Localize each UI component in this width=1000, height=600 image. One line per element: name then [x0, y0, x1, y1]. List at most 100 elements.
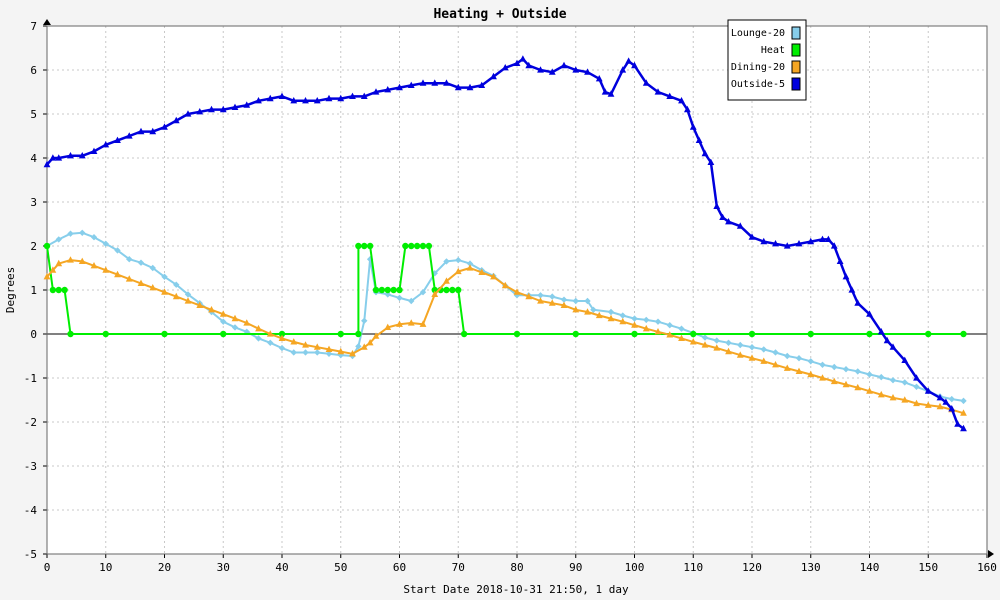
data-point: [184, 297, 192, 304]
legend-label: Lounge-20: [731, 28, 785, 39]
data-point: [866, 330, 873, 338]
data-point: [631, 321, 638, 328]
data-point: [231, 314, 239, 322]
data-point: [372, 286, 380, 294]
data-point: [255, 97, 262, 104]
data-point: [419, 289, 427, 296]
data-point: [695, 136, 703, 143]
data-point: [807, 358, 814, 365]
data-point: [413, 242, 421, 250]
x-tick-label: 20: [158, 561, 171, 574]
data-point: [819, 361, 826, 368]
data-point: [325, 350, 333, 357]
data-point: [784, 352, 791, 360]
data-point: [572, 306, 580, 313]
data-point: [337, 347, 345, 355]
y-tick-label: 1: [30, 284, 37, 297]
data-point: [519, 55, 527, 62]
data-point: [90, 147, 98, 154]
data-point: [819, 235, 826, 242]
data-point: [396, 83, 403, 91]
y-tick-label: 3: [30, 196, 37, 209]
data-point: [883, 336, 891, 344]
data-point: [443, 258, 450, 265]
data-point: [49, 154, 57, 161]
data-point: [243, 328, 250, 335]
legend-swatch: [791, 43, 801, 57]
data-point: [736, 222, 744, 229]
x-tick-label: 150: [918, 561, 938, 574]
data-point: [325, 345, 333, 352]
data-point: [443, 277, 450, 284]
data-point: [525, 292, 533, 300]
data-point: [125, 275, 133, 282]
data-point: [431, 290, 439, 297]
y-tick-label: 5: [30, 108, 37, 121]
data-point: [278, 344, 286, 352]
data-point: [666, 92, 674, 99]
data-point: [654, 328, 662, 335]
data-point: [408, 297, 415, 305]
data-point: [584, 308, 591, 315]
data-point: [325, 94, 333, 102]
data-point: [314, 349, 321, 356]
data-point: [337, 94, 345, 102]
data-point: [184, 110, 192, 117]
data-point: [548, 299, 556, 306]
data-point: [419, 320, 427, 327]
data-point: [678, 97, 685, 104]
data-point: [878, 373, 885, 381]
data-point: [313, 343, 321, 350]
data-point: [537, 292, 544, 299]
x-axis-arrow: [988, 550, 994, 558]
data-point: [719, 213, 727, 220]
y-tick-label: -4: [24, 504, 38, 517]
data-point: [819, 374, 826, 381]
data-point: [643, 316, 650, 324]
data-point: [795, 240, 803, 247]
data-point: [795, 355, 803, 362]
x-tick-label: 100: [625, 561, 645, 574]
data-point: [443, 286, 450, 294]
data-point: [513, 330, 521, 338]
data-point: [172, 292, 180, 300]
data-point: [877, 328, 885, 335]
data-point: [866, 371, 873, 378]
data-point: [361, 242, 368, 250]
data-point: [366, 339, 374, 346]
data-point: [360, 343, 368, 350]
data-point: [666, 322, 673, 329]
data-point: [460, 330, 468, 338]
x-tick-label: 30: [217, 561, 230, 574]
series-outside-5: [43, 55, 967, 432]
y-axis-title: Degrees: [4, 267, 17, 313]
data-point: [601, 88, 609, 95]
data-point: [114, 247, 121, 254]
data-point: [654, 318, 662, 325]
data-point: [466, 264, 474, 271]
data-point: [137, 127, 145, 135]
data-point: [172, 116, 180, 124]
data-point: [537, 297, 544, 304]
data-point: [666, 331, 674, 338]
data-point: [267, 339, 274, 346]
data-point: [408, 242, 415, 250]
y-tick-label: -5: [24, 548, 37, 561]
data-point: [161, 288, 168, 295]
data-point: [525, 61, 533, 69]
data-point: [231, 103, 239, 110]
data-point: [78, 257, 86, 264]
data-point: [631, 315, 638, 322]
data-point: [713, 337, 720, 344]
data-point: [455, 286, 462, 294]
data-point: [490, 72, 497, 80]
y-tick-label: -3: [24, 460, 37, 473]
data-point: [114, 136, 121, 143]
data-point: [925, 330, 932, 338]
data-point: [701, 149, 709, 157]
data-point: [173, 281, 180, 288]
data-point: [737, 341, 744, 349]
data-point: [748, 354, 756, 361]
data-point: [278, 330, 286, 338]
